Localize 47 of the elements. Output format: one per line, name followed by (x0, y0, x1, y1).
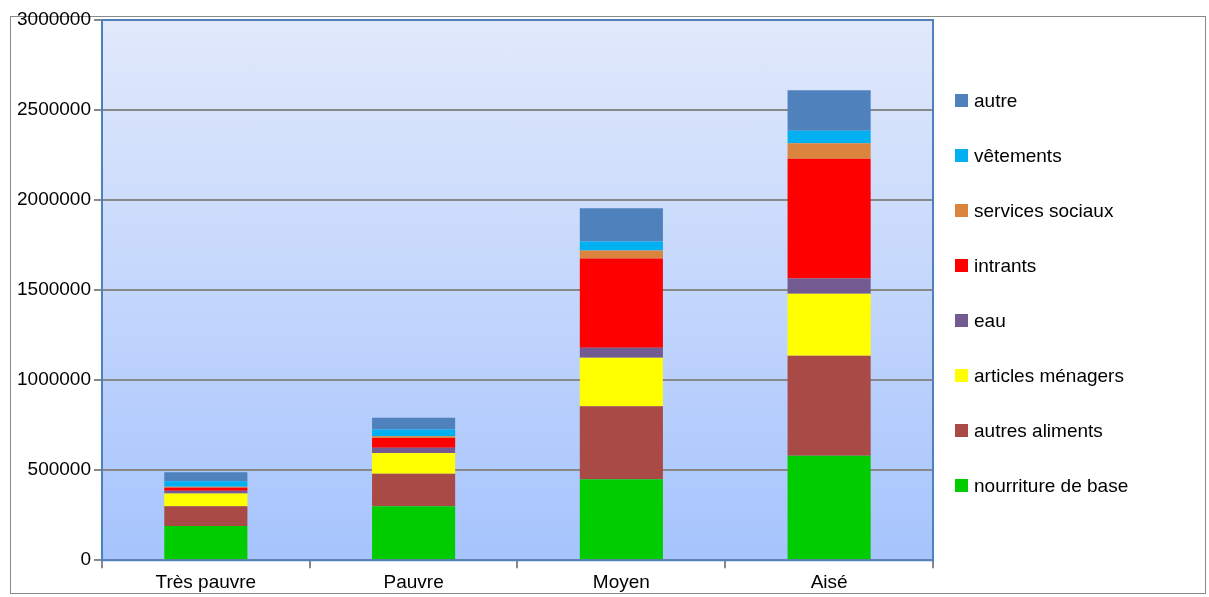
y-tick-label: 1500000 (17, 278, 91, 300)
bar (787, 130, 871, 144)
bar (579, 250, 663, 259)
bar (164, 481, 248, 487)
legend-label: nourriture de base (974, 475, 1129, 497)
y-tick-label: 1000000 (17, 368, 91, 390)
bar (787, 455, 871, 560)
bar (579, 479, 663, 560)
bar (372, 429, 456, 437)
y-tick-label: 500000 (27, 458, 91, 480)
bar (372, 417, 456, 430)
y-tick-label: 3000000 (17, 8, 91, 30)
bar (787, 158, 871, 279)
x-tick-label: Très pauvre (155, 570, 257, 592)
bar (579, 347, 663, 358)
bar (579, 241, 663, 251)
bar (164, 472, 248, 482)
bar (579, 357, 663, 407)
bar (372, 506, 456, 560)
bar (372, 453, 456, 474)
y-tick-label: 2500000 (17, 98, 91, 120)
legend-label: services sociaux (974, 200, 1114, 222)
bar (164, 506, 248, 526)
bar (787, 278, 871, 294)
bar (787, 90, 871, 131)
legend-label: autres aliments (974, 420, 1103, 442)
x-tick-label: Aisé (810, 570, 848, 592)
legend-label: articles ménagers (974, 365, 1124, 387)
bar (579, 406, 663, 480)
bar (372, 438, 456, 448)
bar (579, 208, 663, 242)
bar (164, 525, 248, 560)
x-tick-label: Moyen (592, 570, 650, 592)
y-tick-label: 0 (80, 548, 91, 570)
bar (164, 493, 248, 507)
y-tick-label: 2000000 (17, 188, 91, 210)
bar (787, 293, 871, 356)
x-tick-label: Pauvre (383, 570, 444, 592)
bar (787, 355, 871, 456)
legend-label: vêtements (974, 145, 1062, 167)
bar (787, 143, 871, 159)
bar (372, 447, 456, 454)
legend-label: eau (974, 310, 1006, 332)
bar (579, 258, 663, 348)
legend-label: intrants (974, 255, 1037, 277)
legend-label: autre (974, 90, 1018, 112)
bar (372, 473, 456, 507)
